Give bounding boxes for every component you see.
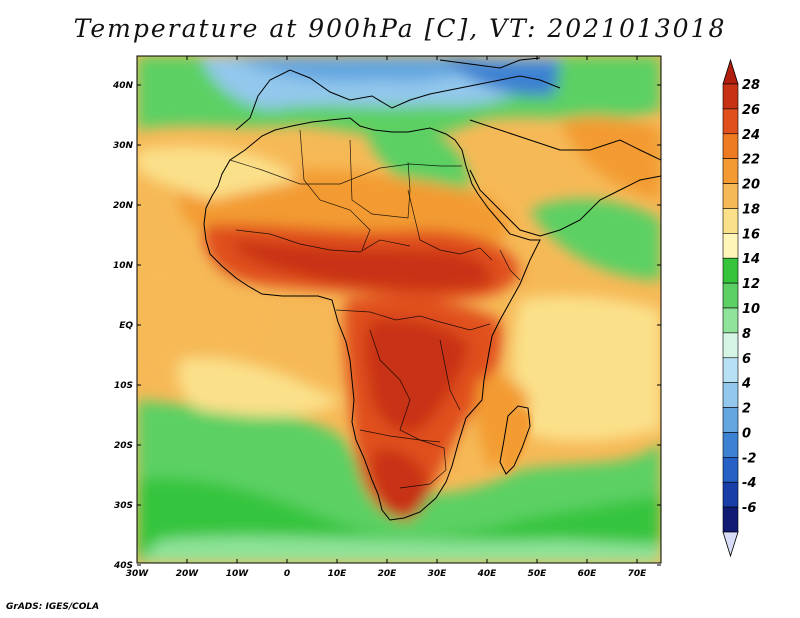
colorbar-swatch [722,83,739,110]
arabia-coastline [469,169,661,237]
colorbar-swatch [722,233,739,259]
colorbar-swatch [722,432,739,458]
colorbar-label: 8 [742,327,751,342]
lat-tick-label: 20N [113,201,134,211]
colorbar-swatch [722,307,739,334]
field-madagascar [502,410,532,475]
black-sea-coastline [439,57,541,69]
field-sahel-hottest [230,240,492,291]
field-gulf-guinea [137,257,260,380]
lon-tick-label: 40E [477,569,498,579]
africa-coastline [203,117,541,521]
border-southern [359,429,447,489]
border-equator [335,309,491,331]
border-algeria [299,129,371,251]
field-south-edge [137,536,661,563]
lat-tick-label: 40S [113,561,133,571]
lat-tick-label: 20S [114,441,133,451]
colorbar-swatch [722,382,739,408]
lon-tick-label: 30W [126,569,150,579]
border-horn [499,249,521,281]
lon-tick-label: 0 [284,569,290,579]
field-atlantic-warm [137,146,300,200]
lat-tick-label: 40N [112,81,134,91]
lat-tick-label: EQ [119,321,133,331]
colorbar-swatch [722,208,739,234]
colorbar-label: 10 [742,302,760,317]
colorbar-swatch [722,257,739,284]
colorbar-label: 28 [742,78,760,93]
colorbar-swatch [722,332,739,359]
lat-tick-label: 10S [114,381,133,391]
lon-tick-label: 70E [628,569,648,579]
colorbar-swatch [722,183,739,209]
lat-tick-label: 10N [113,261,134,271]
lon-tick-label: 20W [176,569,200,579]
field-congo-hottest [365,318,470,433]
colorbar-swatch [722,357,739,383]
field-europe-colder [230,56,480,82]
border-sudan [407,189,493,261]
madagascar-coastline [499,405,531,475]
colorbar-label: 16 [742,227,760,242]
colorbar-swatch [722,506,739,533]
colorbar-swatch [722,158,739,184]
coastlines [203,57,661,521]
mediterranean-coastline [235,69,561,131]
colorbar-label: -4 [742,476,756,491]
colorbar-swatch [722,481,739,508]
lon-tick-label: 20E [378,569,398,579]
colorbar-label: 0 [742,426,751,441]
field-persia-warm [560,115,661,200]
colorbar-label: 20 [742,178,760,193]
lon-tick-label: 10E [328,569,348,579]
border-sahel [235,229,411,253]
colorbar-swatch [722,457,739,483]
field-south-atlantic [178,358,340,417]
colorbar-label: 12 [742,277,760,292]
lon-tick-label: 10W [226,569,250,579]
border-sahara-north [229,159,462,185]
colorbar-label: 22 [742,153,760,168]
field-blacksea-cold [440,60,560,97]
lat-tick-label: 30S [114,501,133,511]
field-mozambique-warm [475,376,530,470]
colorbar-cap-top [722,58,739,85]
colorbar-label: 14 [742,252,760,267]
colorbar-label: 4 [741,377,751,392]
gulf-coastline [469,119,661,161]
colorbar-label: 18 [742,202,760,217]
temperature-field [137,56,661,563]
colorbar-label: 2 [742,402,751,417]
colorbar-swatch [722,108,739,135]
lat-tick-label: 30N [113,141,134,151]
chart-title: Temperature at 900hPa [C], VT: 202101301… [73,14,727,43]
colorbar-swatch [722,133,739,159]
colorbar-label: 24 [742,128,760,143]
border-libya [349,139,411,219]
map-frame [136,55,662,564]
field-egypt-green [367,120,470,201]
border-lakes [439,339,461,411]
colorbar-cap-bottom [722,531,739,558]
lon-tick-label: 60E [578,569,598,579]
field-indian-ocean [512,295,661,442]
lon-tick-label: 50E [528,569,548,579]
country-borders [229,129,521,489]
colorbar-label: 26 [742,103,760,118]
lon-tick-label: 30E [428,569,448,579]
colorbar-swatch [722,282,739,309]
colorbar-swatch [722,407,739,433]
axis-ticks: 30W 20W 10W 0 10E 20E 30E 40E 50E 60E 70E 40N 30N 20N… [112,56,661,579]
field-arabian-sea-green [530,199,661,280]
colorbar-label: -6 [742,501,756,516]
colorbar-label: -2 [742,451,756,466]
colorbar-label: 6 [742,352,751,367]
field-south-africa-hottest [372,449,430,518]
grads-credit: GrADS: IGES/COLA [6,602,100,612]
